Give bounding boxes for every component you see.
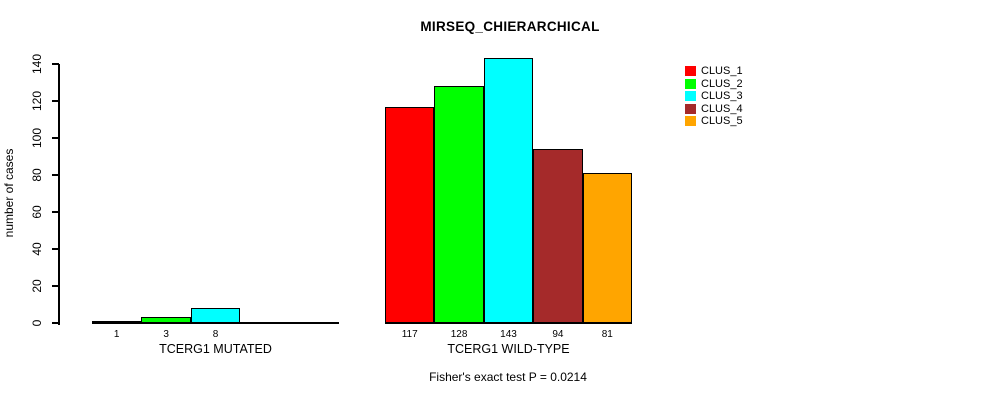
legend-swatch-CLUS_4 bbox=[685, 103, 696, 114]
bar-value-label: 81 bbox=[601, 329, 613, 340]
y-axis-tick bbox=[52, 100, 59, 102]
bar-value-label: 8 bbox=[212, 329, 219, 340]
bar-value-label: 117 bbox=[401, 329, 418, 340]
stat-annotation: Fisher's exact test P = 0.0214 bbox=[429, 370, 587, 384]
x-axis-baseline bbox=[92, 322, 339, 324]
chart-title: MIRSEQ_CHIERARCHICAL bbox=[420, 19, 600, 34]
y-tick-label: 40 bbox=[30, 242, 44, 256]
bar-CLUS_4 bbox=[533, 149, 583, 323]
legend-label: CLUS_2 bbox=[701, 77, 743, 90]
bar-CLUS_1 bbox=[385, 106, 435, 323]
legend-label: CLUS_3 bbox=[701, 90, 743, 103]
y-axis-tick bbox=[52, 285, 59, 287]
y-axis-tick bbox=[52, 63, 59, 65]
legend-swatch-CLUS_3 bbox=[685, 91, 696, 102]
x-axis-baseline bbox=[385, 322, 632, 324]
bar-CLUS_3 bbox=[483, 58, 534, 323]
y-tick-label: 100 bbox=[30, 127, 44, 149]
legend-label: CLUS_4 bbox=[701, 102, 743, 115]
category-label: TCERG1 MUTATED bbox=[159, 342, 272, 356]
y-tick-label: 0 bbox=[30, 319, 44, 327]
bar-CLUS_2 bbox=[434, 86, 484, 323]
y-tick-label: 60 bbox=[30, 205, 44, 219]
y-axis-tick bbox=[52, 211, 59, 213]
bar-value-label: 143 bbox=[500, 329, 517, 340]
legend-swatch-CLUS_1 bbox=[685, 66, 696, 76]
y-tick-label: 80 bbox=[30, 168, 44, 182]
y-axis-label: number of cases bbox=[2, 148, 16, 238]
y-tick-label: 140 bbox=[30, 53, 44, 75]
bar-CLUS_1 bbox=[92, 321, 142, 323]
legend-label: CLUS_5 bbox=[701, 115, 743, 128]
y-tick-label: 120 bbox=[30, 90, 44, 112]
y-tick-label: 20 bbox=[30, 279, 44, 293]
bar-value-label: 3 bbox=[163, 329, 169, 340]
legend-label: CLUS_1 bbox=[701, 65, 743, 77]
y-axis-line bbox=[58, 64, 60, 325]
category-label: TCERG1 WILD-TYPE bbox=[447, 342, 570, 356]
y-axis-tick bbox=[52, 248, 59, 250]
y-axis-tick bbox=[52, 322, 59, 324]
bar-value-label: 128 bbox=[450, 329, 468, 340]
legend-swatch-CLUS_2 bbox=[685, 78, 696, 89]
bar-value-label: 1 bbox=[113, 329, 120, 340]
bar-CLUS_3 bbox=[190, 308, 241, 323]
bar-value-label: 94 bbox=[552, 329, 564, 340]
bar-CLUS_2 bbox=[141, 317, 191, 323]
legend-swatch-CLUS_5 bbox=[685, 116, 696, 127]
y-axis-tick bbox=[52, 137, 59, 139]
y-axis-tick bbox=[52, 174, 59, 176]
bar-CLUS_5 bbox=[582, 173, 632, 323]
